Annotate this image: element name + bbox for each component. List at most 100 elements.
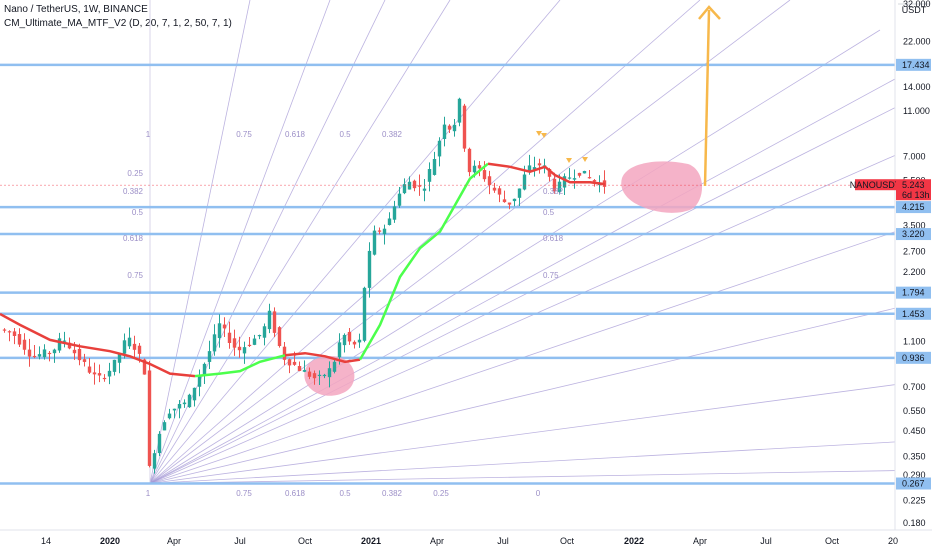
candle-body <box>232 338 237 348</box>
marker-triangle <box>582 157 588 162</box>
candle-body <box>362 287 367 341</box>
candle-body <box>367 250 372 288</box>
candle-body <box>517 188 522 198</box>
price-tick: 1.100 <box>903 337 926 347</box>
candle-body <box>262 326 267 338</box>
price-tick: 0.350 <box>903 451 926 461</box>
candle-body <box>392 206 397 220</box>
candle-body <box>82 359 87 362</box>
candle-body <box>222 324 227 329</box>
candle-body <box>27 349 32 357</box>
candle-body <box>507 202 512 205</box>
candle-body <box>492 187 497 191</box>
fan-line <box>149 439 931 484</box>
fan-label: 0.382 <box>382 130 403 139</box>
candle-body <box>217 323 222 339</box>
candle-body <box>117 353 122 363</box>
fan-label: 0.618 <box>123 234 144 243</box>
candle-body <box>472 165 477 173</box>
candle-body <box>562 176 567 188</box>
candle-body <box>22 339 27 350</box>
candle-body <box>202 363 207 375</box>
candle-body <box>322 374 327 377</box>
time-tick: Jul <box>234 536 246 546</box>
fan-line <box>149 0 451 484</box>
candle-body <box>512 198 517 202</box>
candle-body <box>162 422 167 431</box>
time-tick: Oct <box>825 536 840 546</box>
candle-body <box>277 327 282 347</box>
candle-body <box>42 349 47 358</box>
candle-body <box>527 165 532 173</box>
fan-label: 0.382 <box>382 489 403 498</box>
price-tick: 0.550 <box>903 406 926 416</box>
time-tick: Apr <box>430 536 444 546</box>
candle-body <box>2 329 7 331</box>
fan-line <box>149 0 561 484</box>
level-tag <box>896 477 931 490</box>
candle-body <box>157 433 162 454</box>
candle-body <box>467 148 472 173</box>
time-tick: Apr <box>693 536 707 546</box>
candle-body <box>407 181 412 190</box>
ma-line-down <box>487 162 606 186</box>
fan-label: 0.5 <box>339 489 351 498</box>
candle-body <box>67 342 72 349</box>
candle-body <box>557 181 562 193</box>
candle-body <box>537 163 542 166</box>
candle-body <box>92 372 97 375</box>
price-tick: 0.450 <box>903 426 926 436</box>
ma-line-down <box>284 351 361 364</box>
candle-body <box>252 338 257 345</box>
candle-body <box>57 338 62 351</box>
fan-label: 0.75 <box>543 271 559 280</box>
level-tag <box>896 286 931 299</box>
chart-title: Nano / TetherUS, 1W, BINANCE <box>4 4 148 15</box>
candle-body <box>237 346 242 351</box>
candle-body <box>502 199 507 203</box>
candle-body <box>402 184 407 194</box>
candle-body <box>307 371 312 377</box>
candle-body <box>182 402 187 405</box>
fan-label: 0.75 <box>236 489 252 498</box>
time-tick: Jul <box>497 536 509 546</box>
fan-label: 0.618 <box>285 130 306 139</box>
time-tick: Oct <box>560 536 575 546</box>
moving-average <box>0 162 895 378</box>
fan-label: 1 <box>146 489 151 498</box>
fan-label: 0.75 <box>236 130 252 139</box>
highlight-ellipse-2021 <box>621 161 703 213</box>
candle-body <box>442 124 447 139</box>
fan-label: 0.25 <box>433 489 449 498</box>
time-tick: 20 <box>888 536 898 546</box>
price-tick: 32.000 <box>903 0 931 9</box>
candle-body <box>312 373 317 379</box>
candle-body <box>497 188 502 195</box>
candle-body <box>177 403 182 409</box>
price-tick: 14.000 <box>903 82 931 92</box>
candle-body <box>352 341 357 345</box>
price-tick: 22.000 <box>903 37 931 47</box>
countdown-text: 6d 13h <box>902 190 930 200</box>
fan-line <box>149 59 931 484</box>
candle-body <box>357 339 362 343</box>
price-tick: 3.500 <box>903 221 926 231</box>
fan-label: 0.382 <box>543 187 564 196</box>
candle-body <box>587 177 592 179</box>
ma-line-up <box>194 354 286 378</box>
time-tick: 2020 <box>100 536 120 546</box>
candle-body <box>227 332 232 343</box>
arrow-head <box>698 5 721 20</box>
time-tick: Apr <box>167 536 181 546</box>
candle-body <box>372 230 377 255</box>
fan-label: 0.5 <box>339 130 351 139</box>
candle-body <box>137 345 142 354</box>
horizontal-levels <box>0 63 895 485</box>
fan-label: 0.75 <box>127 271 143 280</box>
candle-body <box>112 359 117 372</box>
candle-body <box>302 370 307 372</box>
candle-body <box>432 159 437 175</box>
marker-triangle <box>536 131 542 136</box>
candle-body <box>412 180 417 189</box>
